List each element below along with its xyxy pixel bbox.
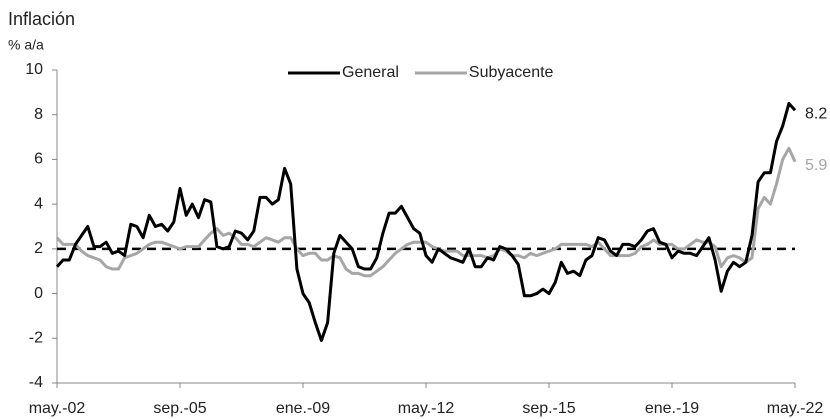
y-tick-label: -2 (29, 330, 43, 347)
y-tick-label: 8 (34, 106, 43, 123)
x-tick-label: may.-02 (29, 400, 86, 417)
y-tick-label: 0 (34, 285, 43, 302)
x-tick-label: may.-22 (767, 400, 824, 417)
y-tick-label: 10 (25, 61, 43, 78)
series-line (55, 146, 797, 278)
x-tick-label: sep.-15 (522, 400, 575, 417)
x-tick-label: ene.-09 (276, 400, 330, 417)
chart-title: Inflación (8, 9, 75, 29)
legend-label: General (342, 64, 399, 81)
y-axis-label: % a/a (8, 37, 44, 53)
x-tick-label: may.-12 (398, 400, 455, 417)
series-line (55, 102, 797, 342)
y-tick-label: -4 (29, 374, 43, 391)
y-tick-label: 4 (34, 195, 43, 212)
legend-label: Subyacente (469, 64, 554, 81)
end-label: 5.9 (805, 157, 827, 174)
end-label: 8.2 (805, 105, 827, 122)
y-tick-label: 6 (34, 151, 43, 168)
x-tick-label: sep.-05 (153, 400, 206, 417)
y-tick-label: 2 (34, 240, 43, 257)
x-tick-label: ene.-19 (645, 400, 699, 417)
